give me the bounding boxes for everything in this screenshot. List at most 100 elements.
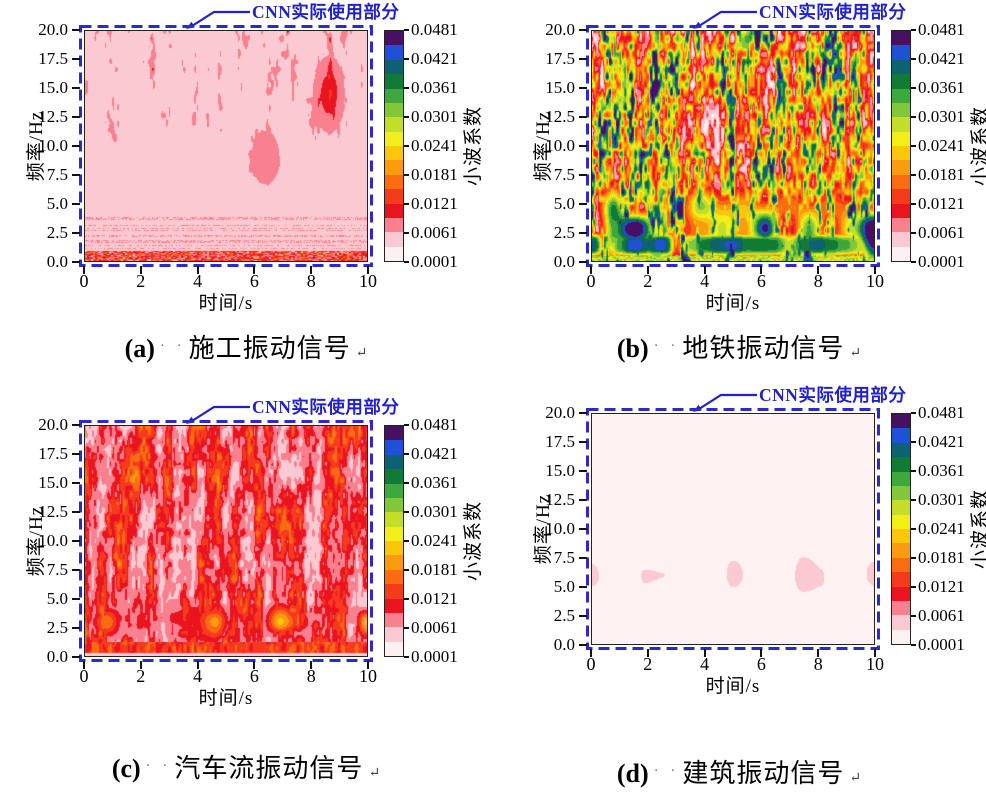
y-tick-mark: [72, 424, 80, 426]
x-tick-label: 10: [359, 666, 377, 686]
colorbar-tick-label: 0.0361: [918, 78, 965, 97]
colorbar-tick-mark: [911, 615, 916, 617]
colorbar-band: [892, 615, 910, 630]
x-tick-label: 0: [586, 271, 596, 291]
annotation-arrow-icon: [693, 393, 757, 412]
colorbar-band: [385, 203, 403, 218]
colorbar-tick-label: 0.0421: [918, 432, 965, 451]
y-tick-mark: [72, 203, 80, 205]
panel-construction-scalogram: CNN实际使用部分 频率/Hz 小波系数 时间/s 0.0 2.5 5.0 7.5 10…: [0, 0, 493, 314]
heatmap-plot-area: [84, 30, 368, 262]
y-tick-label: 15.0: [38, 473, 68, 492]
colorbar-band: [385, 497, 403, 513]
x-tick-mark: [590, 266, 592, 274]
scalogram-canvas: [85, 31, 367, 261]
colorbar-tick-mark: [404, 511, 409, 513]
colorbar-tick-label: 0.0361: [411, 473, 458, 492]
colorbar-tick-mark: [911, 441, 916, 443]
colorbar-band: [892, 442, 910, 458]
x-tick-mark: [760, 649, 763, 657]
annotation-arrow-icon: [693, 10, 757, 29]
y-tick-mark: [72, 174, 80, 176]
y-tick-mark: [72, 540, 80, 542]
y-tick-mark: [72, 511, 80, 513]
colorbar-tick-label: 0.0481: [918, 403, 965, 422]
x-tick-label: 8: [306, 666, 316, 686]
colorbar-tick-label: 0.0181: [411, 165, 458, 184]
y-tick-label: 0.0: [46, 647, 68, 666]
colorbar-tick-mark: [911, 29, 916, 31]
colorbar-tick-mark: [911, 232, 916, 234]
y-tick-mark: [579, 615, 587, 617]
caption-index: (b): [616, 334, 649, 363]
colorbar-band: [892, 74, 910, 89]
x-axis-title: 时间/s: [705, 293, 761, 314]
x-tick-mark: [646, 649, 649, 657]
panel-metro-scalogram: CNN实际使用部分 频率/Hz 小波系数 时间/s 0.0 2.5 5.0 7.5 10…: [493, 0, 986, 314]
y-tick-mark: [579, 116, 587, 118]
y-tick-mark: [579, 29, 587, 31]
colorbar-tick-label: 0.0481: [411, 20, 458, 39]
colorbar-band: [385, 641, 403, 656]
caption-metro: (b) · · 地铁振动信号 ↵: [493, 328, 986, 365]
colorbar-tick-label: 0.0361: [918, 461, 965, 480]
colorbar-band: [892, 174, 910, 190]
colorbar-tick-label: 0.0421: [411, 49, 458, 68]
x-tick-mark: [253, 661, 256, 669]
colorbar-band: [385, 555, 403, 570]
colorbar-band: [385, 88, 403, 103]
colorbar-tick-label: 0.0301: [918, 107, 965, 126]
colorbar-tick-mark: [911, 116, 916, 118]
colorbar-band: [385, 45, 403, 60]
colorbar-tick-mark: [911, 145, 916, 147]
y-tick-label: 7.5: [553, 165, 575, 184]
x-tick-mark: [196, 266, 199, 274]
colorbar-band: [385, 440, 403, 455]
x-tick-label: 2: [136, 271, 146, 291]
x-tick-label: 4: [700, 654, 710, 674]
y-tick-label: 17.5: [545, 432, 575, 451]
colorbar-band: [892, 117, 910, 132]
colorbar-band: [892, 500, 910, 515]
y-tick-mark: [579, 441, 587, 443]
y-tick-mark: [72, 87, 80, 89]
x-tick-label: 6: [756, 271, 766, 291]
colorbar-band: [892, 572, 910, 587]
colorbar-tick-label: 0.0061: [411, 618, 458, 637]
panel-building-scalogram: CNN实际使用部分 频率/Hz 小波系数 时间/s 0.0 2.5 5.0 7.5 10…: [493, 383, 986, 697]
annotation-arrow-icon: [186, 405, 250, 424]
colorbar-band: [892, 45, 910, 60]
y-tick-mark: [579, 586, 587, 588]
y-tick-label: 10.0: [545, 519, 575, 538]
colorbar: [891, 30, 911, 262]
y-tick-mark: [579, 412, 587, 414]
y-tick-mark: [579, 557, 587, 559]
colorbar-tick-label: 0.0421: [411, 444, 458, 463]
colorbar-tick-mark: [404, 482, 409, 484]
colorbar-tick-label: 0.0301: [411, 107, 458, 126]
colorbar-band: [385, 189, 403, 204]
x-tick-mark: [367, 266, 369, 274]
colorbar-tick-label: 0.0001: [411, 647, 458, 666]
x-tick-mark: [817, 266, 820, 274]
annotation-label: CNN实际使用部分: [252, 397, 400, 417]
colorbar-tick-label: 0.0481: [918, 20, 965, 39]
y-tick-mark: [579, 232, 587, 234]
x-tick-mark: [817, 649, 820, 657]
colorbar-tick-mark: [404, 174, 409, 176]
heatmap-plot-area: [591, 413, 875, 645]
colorbar-tick-mark: [911, 499, 916, 501]
caption-space-marks: · ·: [145, 758, 172, 774]
colorbar-band: [892, 59, 910, 75]
colorbar-tick-label: 0.0301: [411, 502, 458, 521]
x-tick-label: 0: [586, 654, 596, 674]
y-tick-mark: [72, 29, 80, 31]
colorbar-band: [892, 471, 910, 486]
x-tick-mark: [310, 266, 313, 274]
y-tick-label: 2.5: [46, 618, 68, 637]
x-tick-label: 2: [136, 666, 146, 686]
caption-text: 地铁振动信号: [682, 334, 845, 363]
y-tick-label: 17.5: [38, 444, 68, 463]
y-tick-label: 2.5: [553, 223, 575, 242]
y-tick-mark: [579, 87, 587, 89]
